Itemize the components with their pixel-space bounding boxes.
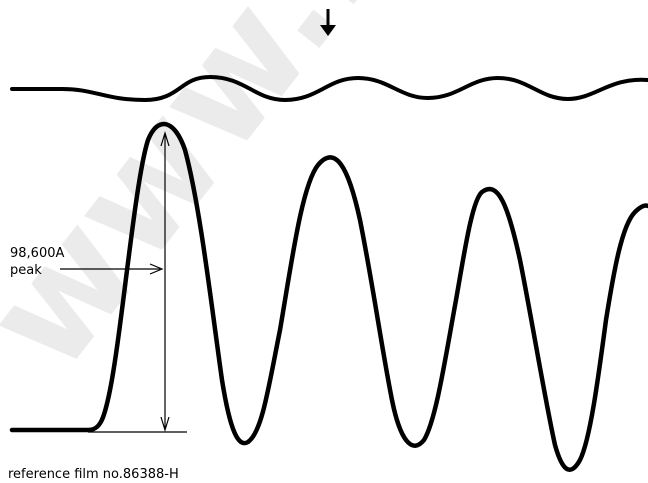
annotation-label: peak — [10, 263, 42, 278]
upper-reference-trace — [10, 74, 648, 103]
annotation-value: 98,600A — [10, 246, 64, 261]
marker-arrow-icon — [320, 9, 336, 36]
watermark: www.Elec — [0, 0, 586, 402]
caption: reference film no.86388-H — [8, 467, 179, 482]
main-current-trace — [9, 121, 648, 472]
annotation-leader — [60, 263, 164, 275]
peak-measurement-arrow — [160, 130, 170, 433]
